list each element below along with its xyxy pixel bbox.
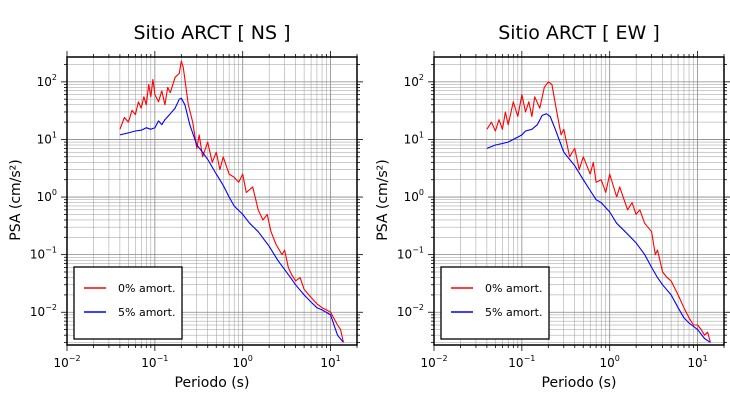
series-group xyxy=(486,81,711,343)
y-tick-label: 102 xyxy=(404,73,424,89)
x-tick-label: 100 xyxy=(233,354,253,370)
legend-label: 0% amort. xyxy=(118,282,175,295)
y-tick-label: 10−2 xyxy=(30,303,57,319)
series-group xyxy=(119,60,344,343)
x-tick-label: 100 xyxy=(600,354,620,370)
plot-frame xyxy=(433,56,725,346)
x-axis-label: Periodo (s) xyxy=(542,375,617,391)
x-tick-label: 101 xyxy=(687,354,707,370)
series-line xyxy=(486,113,711,343)
x-tick-label: 10−2 xyxy=(420,354,447,370)
y-tick-label: 101 xyxy=(404,130,424,146)
legend-box xyxy=(73,266,183,340)
legend-label: 5% amort. xyxy=(118,306,175,319)
y-tick-label: 101 xyxy=(37,130,57,146)
x-tick-label: 101 xyxy=(320,354,340,370)
x-tick-label: 10−1 xyxy=(141,354,168,370)
y-axis-label: PSA (cm/s²) xyxy=(8,159,24,241)
tick-labels: 10−2 10−1 100 101 10−2 10−1 100 101 102 xyxy=(30,73,341,370)
y-tick-label: 100 xyxy=(404,188,424,204)
x-tick-label: 10−1 xyxy=(508,354,535,370)
axis-ticks xyxy=(61,51,363,351)
axis-ticks xyxy=(428,51,730,351)
y-tick-label: 10−1 xyxy=(30,246,57,262)
legend: 0% amort. 5% amort. xyxy=(440,266,550,340)
series-line xyxy=(486,81,711,343)
plot-frame xyxy=(66,56,358,346)
tick-labels: 10−2 10−1 100 101 10−2 10−1 100 101 102 xyxy=(397,73,708,370)
y-tick-label: 102 xyxy=(37,73,57,89)
chart-title: Sitio ARCT [ NS ] xyxy=(133,22,290,44)
x-tick-label: 10−2 xyxy=(53,354,80,370)
series-line xyxy=(119,97,344,343)
legend-label: 0% amort. xyxy=(485,282,542,295)
y-tick-label: 100 xyxy=(37,188,57,204)
y-tick-label: 10−2 xyxy=(397,303,424,319)
chart-panel-ew: Sitio ARCT [ EW ] 10−2 10−1 100 101 10−2 10−1… xyxy=(375,22,730,391)
y-tick-label: 10−1 xyxy=(397,246,424,262)
series-line xyxy=(119,60,344,343)
chart-panel-ns: Sitio ARCT [ NS ] 10−2 10−1 100 101 10−2 10−1… xyxy=(8,22,363,391)
y-axis-label: PSA (cm/s²) xyxy=(375,159,391,241)
legend: 0% amort. 5% amort. xyxy=(73,266,183,340)
legend-label: 5% amort. xyxy=(485,306,542,319)
x-axis-label: Periodo (s) xyxy=(175,375,250,391)
chart-title: Sitio ARCT [ EW ] xyxy=(498,22,660,44)
legend-box xyxy=(440,266,550,340)
